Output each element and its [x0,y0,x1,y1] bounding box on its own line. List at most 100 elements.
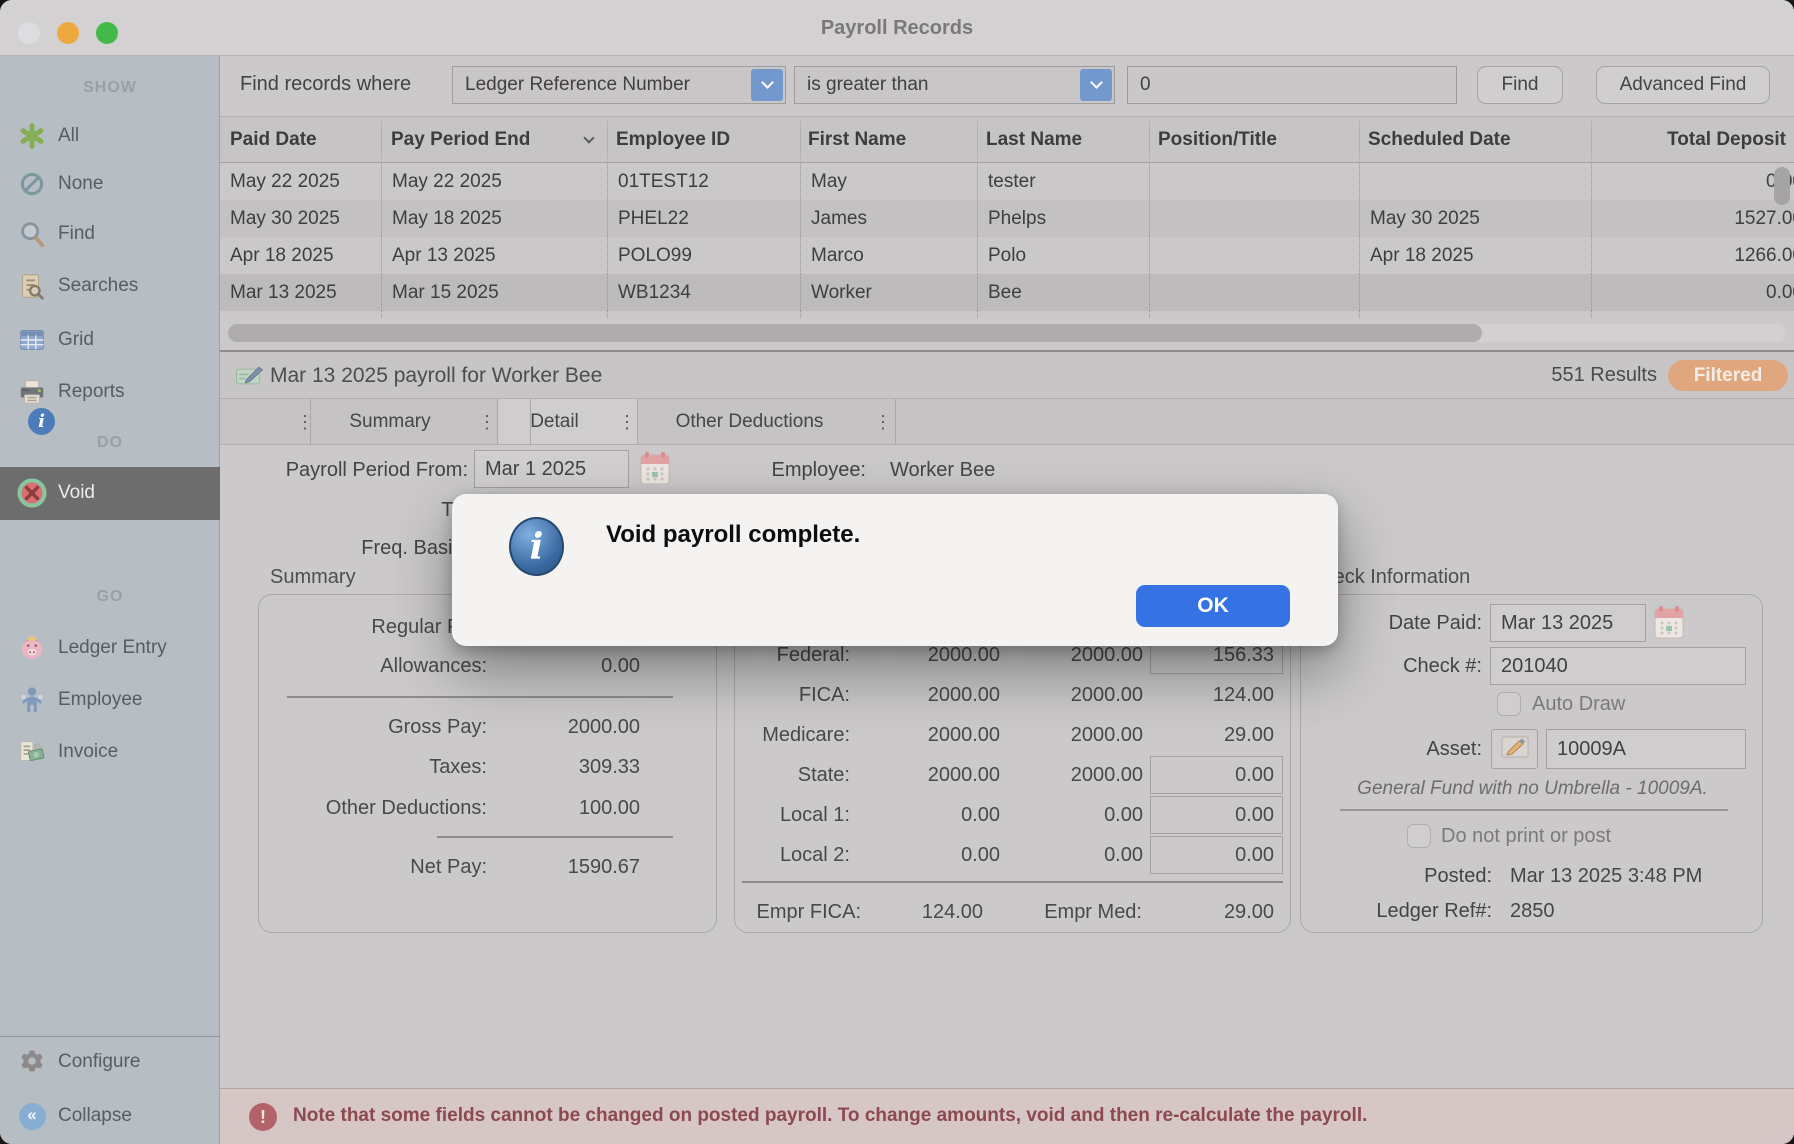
period-from-input[interactable]: Mar 1 2025 [474,450,629,488]
sidebar-item-all[interactable]: All [0,114,220,158]
do-not-print-checkbox[interactable] [1407,824,1431,848]
warning-bar [220,1088,1794,1144]
sidebar-item-label: Reports [58,381,125,402]
fica-gross: 2000.00 [927,683,1000,706]
sidebar-item-reports[interactable]: Reports [0,370,220,414]
info-button[interactable]: i [28,408,55,435]
sidebar-item-searches[interactable]: Searches [0,264,220,308]
payroll-period-from-label: Payroll Period From: [285,458,468,481]
check-number-input[interactable]: 201040 [1490,647,1746,685]
state-gross: 2000.00 [927,763,1000,786]
summary-rule [287,696,673,698]
record-title: Mar 13 2025 payroll for Worker Bee [270,363,603,387]
ledger-ref-value: 2850 [1510,899,1555,922]
tab-detail[interactable]: Detail [530,411,579,432]
calendar-icon[interactable] [640,451,670,490]
field-dropdown[interactable]: Ledger Reference Number [452,66,786,104]
medicare-taxable: 2000.00 [1070,723,1143,746]
column-header-pay-period-end[interactable]: Pay Period End [391,128,531,150]
cell-first-name: Marco [800,237,977,274]
sidebar-item-collapse[interactable]: « Collapse [0,1094,220,1138]
empr-fica-label: Empr FICA: [756,900,861,923]
sidebar-section-do: DO [97,434,123,451]
tab-menu-dots[interactable]: ⋮ [618,411,636,432]
asset-picker-button[interactable] [1491,729,1538,769]
ok-button[interactable]: OK [1136,585,1290,627]
operator-dropdown[interactable]: is greater than [794,66,1115,104]
sidebar-item-ledger-entry[interactable]: Ledger Entry [0,626,220,670]
close-button[interactable] [18,22,40,44]
invoice-icon [16,736,48,768]
cell-employee-id: PHEL22 [607,200,800,237]
asset-value: 10009A [1557,737,1626,760]
cell-last-name: Bee [977,274,1149,311]
table-row-partial [220,311,1794,319]
tab-menu-dots[interactable]: ⋮ [296,411,314,432]
local2-amount-input[interactable]: 0.00 [1150,836,1283,874]
chevron-down-icon [1080,69,1112,101]
state-amount-input[interactable]: 0.00 [1150,756,1283,794]
tab-menu-dots[interactable]: ⋮ [874,411,892,432]
minimize-button[interactable] [57,22,79,44]
cell-first-name: May [800,163,977,200]
tab-detail-active-bg [497,399,637,444]
cell-first-name: James [800,200,977,237]
column-header-paid-date[interactable]: Paid Date [230,128,317,150]
asset-input[interactable]: 10009A [1546,729,1746,769]
table-header: Paid Date Pay Period End Employee ID Fir… [220,116,1794,163]
cell-last-name: tester [977,163,1149,200]
check-info-panel [1300,594,1763,933]
other-deductions-label: Other Deductions: [325,796,487,819]
summary-panel-title: Summary [270,566,356,588]
sidebar-item-none[interactable]: None [0,162,220,206]
info-icon: i [509,517,564,576]
sidebar-item-employee[interactable]: Employee [0,678,220,722]
taxes-label: Taxes: [429,755,487,778]
local2-taxable: 0.00 [1104,843,1143,866]
date-paid-input[interactable]: Mar 13 2025 [1490,604,1646,642]
auto-draw-checkbox[interactable] [1497,692,1521,716]
record-header-bar [220,352,1794,399]
column-header-scheduled-date[interactable]: Scheduled Date [1368,128,1511,150]
vertical-scrollbar-thumb[interactable] [1774,167,1790,205]
sidebar-item-configure[interactable]: Configure [0,1040,220,1084]
column-header-last-name[interactable]: Last Name [986,128,1083,150]
sidebar-item-label: Grid [58,329,94,350]
column-header-first-name[interactable]: First Name [808,128,907,150]
maximize-button[interactable] [96,22,118,44]
sidebar-item-grid[interactable]: Grid [0,318,220,362]
cell-position [1149,163,1359,200]
local1-amount-input[interactable]: 0.00 [1150,796,1283,834]
find-value: 0 [1140,74,1151,95]
column-header-total-deposit[interactable]: Total Deposit [1667,128,1786,150]
find-button[interactable]: Find [1477,66,1563,104]
sidebar-item-find[interactable]: Find [0,212,220,256]
tab-other-deductions[interactable]: Other Deductions [675,411,824,432]
cell-total-deposit: 0.00 [1591,163,1794,200]
find-value-input[interactable]: 0 [1127,66,1457,104]
horizontal-scrollbar-thumb[interactable] [228,324,1482,342]
auto-draw-label: Auto Draw [1532,692,1626,715]
titlebar [0,0,1794,56]
column-header-position-title[interactable]: Position/Title [1158,128,1277,150]
check-pen-icon [236,365,264,391]
cell-position [1149,200,1359,237]
net-pay-label: Net Pay: [410,855,487,878]
tab-menu-dots[interactable]: ⋮ [478,411,496,432]
table-row[interactable]: May 30 2025 May 18 2025 PHEL22 James Phe… [220,200,1794,237]
table-row[interactable]: Apr 18 2025 Apr 13 2025 POLO99 Marco Pol… [220,237,1794,274]
advanced-find-button[interactable]: Advanced Find [1596,66,1770,104]
table-row-selected[interactable]: Mar 13 2025 Mar 15 2025 WB1234 Worker Be… [220,274,1794,311]
state-amount: 0.00 [1235,763,1274,786]
cell-scheduled-date [1359,274,1591,311]
empr-med-label: Empr Med: [1044,900,1142,923]
sidebar-item-void[interactable]: Void [0,471,220,515]
column-header-employee-id[interactable]: Employee ID [616,128,731,150]
calendar-icon[interactable] [1654,605,1684,644]
check-rule [1340,809,1728,811]
sidebar-item-invoice[interactable]: Invoice [0,730,220,774]
tab-summary[interactable]: Summary [349,411,431,432]
table-row[interactable]: May 22 2025 May 22 2025 01TEST12 May tes… [220,163,1794,200]
sidebar-item-label: Invoice [58,741,119,762]
